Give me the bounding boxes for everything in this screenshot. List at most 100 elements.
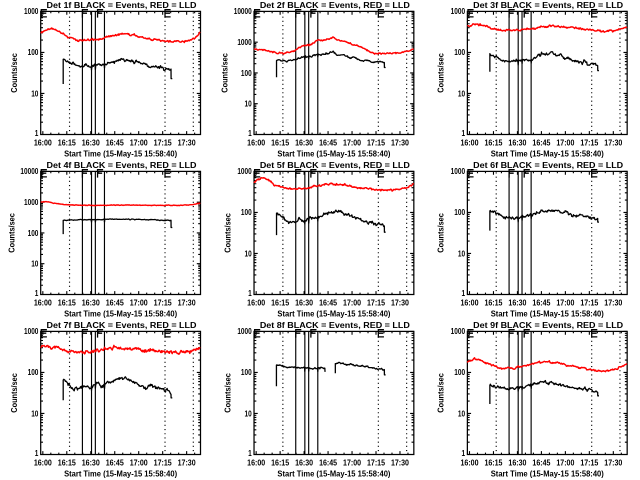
svg-text:1: 1	[35, 289, 39, 298]
svg-text:17:00: 17:00	[556, 298, 574, 307]
svg-text:Counts/sec: Counts/sec	[437, 53, 446, 93]
svg-text:100: 100	[241, 208, 252, 217]
svg-text:16:15: 16:15	[271, 138, 289, 147]
svg-text:Det 1f BLACK = Events, RED = L: Det 1f BLACK = Events, RED = LLD	[47, 1, 197, 10]
svg-text:17:15: 17:15	[367, 138, 385, 147]
svg-text:17:15: 17:15	[154, 138, 172, 147]
svg-text:1000: 1000	[451, 7, 466, 16]
svg-text:17:00: 17:00	[343, 138, 361, 147]
svg-text:Counts/sec: Counts/sec	[10, 373, 19, 413]
svg-text:16:00: 16:00	[34, 298, 52, 307]
svg-text:16:45: 16:45	[106, 138, 124, 147]
svg-text:1: 1	[248, 129, 252, 138]
svg-text:16:30: 16:30	[82, 458, 100, 467]
svg-text:17:15: 17:15	[580, 298, 598, 307]
svg-text:17:00: 17:00	[130, 298, 148, 307]
svg-text:16:00: 16:00	[247, 298, 265, 307]
svg-text:16:00: 16:00	[247, 138, 265, 147]
svg-text:Start Time (15-May-15 15:58:40: Start Time (15-May-15 15:58:40)	[64, 469, 177, 478]
svg-text:17:30: 17:30	[604, 298, 622, 307]
svg-text:16:00: 16:00	[461, 458, 479, 467]
svg-text:Counts/sec: Counts/sec	[437, 213, 446, 253]
svg-text:Det 6f BLACK = Events, RED = L: Det 6f BLACK = Events, RED = LLD	[473, 161, 623, 170]
svg-text:100: 100	[241, 69, 252, 78]
svg-text:1: 1	[248, 289, 252, 298]
svg-text:10: 10	[458, 409, 466, 418]
svg-text:1: 1	[248, 449, 252, 458]
svg-text:17:30: 17:30	[391, 458, 409, 467]
svg-text:1: 1	[461, 129, 465, 138]
svg-text:16:30: 16:30	[82, 298, 100, 307]
svg-text:100: 100	[28, 48, 39, 57]
svg-text:16:45: 16:45	[319, 298, 337, 307]
svg-text:100: 100	[28, 368, 39, 377]
svg-text:16:30: 16:30	[295, 298, 313, 307]
svg-text:16:45: 16:45	[319, 458, 337, 467]
svg-text:17:00: 17:00	[130, 458, 148, 467]
svg-text:16:00: 16:00	[34, 138, 52, 147]
svg-text:10: 10	[245, 249, 253, 258]
svg-text:16:45: 16:45	[319, 138, 337, 147]
svg-text:10: 10	[458, 249, 466, 258]
svg-text:16:45: 16:45	[532, 458, 550, 467]
svg-text:17:00: 17:00	[130, 138, 148, 147]
svg-text:Det 8f BLACK = Events, RED = L: Det 8f BLACK = Events, RED = LLD	[260, 321, 410, 330]
svg-text:1: 1	[35, 449, 39, 458]
svg-text:Counts/sec: Counts/sec	[10, 53, 19, 93]
svg-text:1: 1	[35, 129, 39, 138]
svg-text:16:30: 16:30	[82, 138, 100, 147]
svg-text:10000: 10000	[234, 7, 252, 16]
svg-text:1000: 1000	[24, 327, 39, 336]
svg-text:17:30: 17:30	[178, 298, 196, 307]
svg-text:1000: 1000	[24, 198, 39, 207]
svg-text:1000: 1000	[451, 167, 466, 176]
svg-text:16:15: 16:15	[484, 458, 502, 467]
svg-text:17:30: 17:30	[604, 458, 622, 467]
svg-text:Counts/sec: Counts/sec	[223, 373, 232, 413]
svg-text:16:00: 16:00	[247, 458, 265, 467]
svg-text:17:15: 17:15	[580, 458, 598, 467]
svg-text:Det 3f BLACK = Events, RED = L: Det 3f BLACK = Events, RED = LLD	[473, 1, 623, 10]
svg-text:Start Time (15-May-15 15:58:40: Start Time (15-May-15 15:58:40)	[491, 149, 604, 158]
svg-text:17:15: 17:15	[367, 458, 385, 467]
svg-text:17:30: 17:30	[391, 138, 409, 147]
svg-text:17:15: 17:15	[367, 298, 385, 307]
svg-text:16:15: 16:15	[484, 138, 502, 147]
svg-text:Counts/sec: Counts/sec	[7, 213, 16, 253]
svg-text:100: 100	[241, 368, 252, 377]
svg-text:1000: 1000	[237, 167, 252, 176]
svg-text:Counts/sec: Counts/sec	[221, 53, 230, 93]
svg-text:16:15: 16:15	[58, 458, 76, 467]
svg-text:Start Time (15-May-15 15:58:40: Start Time (15-May-15 15:58:40)	[491, 309, 604, 318]
svg-text:1000: 1000	[24, 7, 39, 16]
svg-text:Det 9f BLACK = Events, RED = L: Det 9f BLACK = Events, RED = LLD	[473, 321, 623, 330]
svg-text:1000: 1000	[237, 327, 252, 336]
svg-text:16:15: 16:15	[58, 298, 76, 307]
svg-text:10: 10	[31, 260, 39, 269]
svg-text:10000: 10000	[20, 167, 38, 176]
svg-text:17:00: 17:00	[556, 138, 574, 147]
svg-text:16:00: 16:00	[461, 138, 479, 147]
svg-text:100: 100	[28, 229, 39, 238]
svg-text:Start Time (15-May-15 15:58:40: Start Time (15-May-15 15:58:40)	[277, 469, 390, 478]
svg-text:Start Time (15-May-15 15:58:40: Start Time (15-May-15 15:58:40)	[277, 309, 390, 318]
svg-text:Counts/sec: Counts/sec	[223, 213, 232, 253]
svg-text:1: 1	[461, 449, 465, 458]
svg-text:100: 100	[454, 368, 465, 377]
svg-text:17:30: 17:30	[178, 458, 196, 467]
svg-text:16:45: 16:45	[532, 298, 550, 307]
svg-text:17:00: 17:00	[556, 458, 574, 467]
svg-text:Start Time (15-May-15 15:58:40: Start Time (15-May-15 15:58:40)	[64, 149, 177, 158]
svg-text:16:45: 16:45	[532, 138, 550, 147]
svg-text:16:00: 16:00	[34, 458, 52, 467]
svg-text:16:15: 16:15	[271, 458, 289, 467]
svg-text:100: 100	[454, 48, 465, 57]
svg-text:16:45: 16:45	[106, 298, 124, 307]
svg-text:16:30: 16:30	[508, 458, 526, 467]
svg-text:Start Time (15-May-15 15:58:40: Start Time (15-May-15 15:58:40)	[491, 469, 604, 478]
svg-text:17:30: 17:30	[391, 298, 409, 307]
svg-text:17:30: 17:30	[604, 138, 622, 147]
svg-text:Det 2f BLACK = Events, RED = L: Det 2f BLACK = Events, RED = LLD	[260, 1, 410, 10]
svg-text:17:15: 17:15	[154, 298, 172, 307]
svg-text:10: 10	[245, 409, 253, 418]
